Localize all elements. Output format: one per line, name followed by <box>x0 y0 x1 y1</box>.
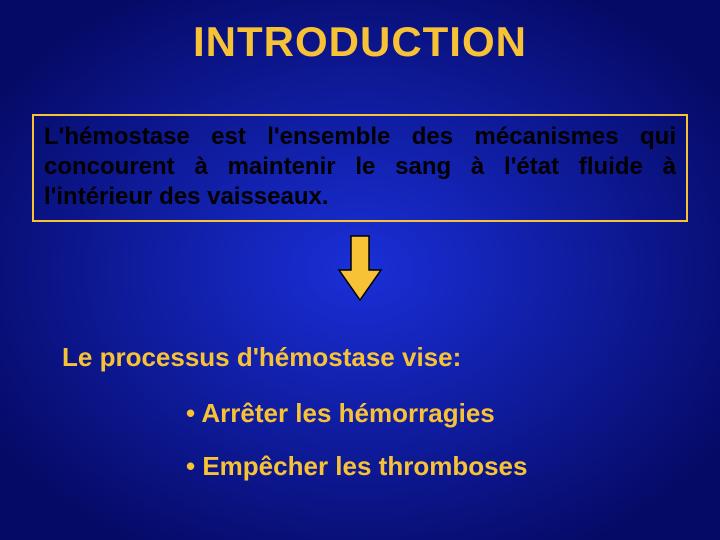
definition-box: L'hémostase est l'ensemble des mécanisme… <box>32 114 688 222</box>
arrow-svg <box>337 234 383 302</box>
list-item: • Empêcher les thromboses <box>186 451 527 482</box>
bullet-marker: • <box>186 398 195 428</box>
bullet-list: • Arrêter les hémorragies • Empêcher les… <box>186 398 527 504</box>
definition-text: L'hémostase est l'ensemble des mécanisme… <box>44 123 676 210</box>
bullet-marker: • <box>186 451 195 481</box>
slide: INTRODUCTION L'hémostase est l'ensemble … <box>0 0 720 540</box>
arrow-shape <box>339 236 381 300</box>
slide-title: INTRODUCTION <box>0 18 720 66</box>
list-item: • Arrêter les hémorragies <box>186 398 527 429</box>
bullet-text: Empêcher les thromboses <box>202 451 527 481</box>
down-arrow-icon <box>0 234 720 302</box>
bullet-text: Arrêter les hémorragies <box>201 398 494 428</box>
process-subtitle: Le processus d'hémostase vise: <box>62 342 461 373</box>
